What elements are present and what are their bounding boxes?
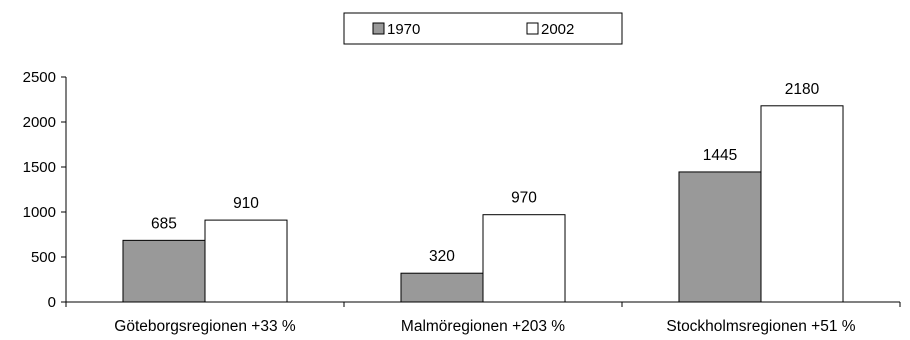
legend-label-1970: 1970 [387, 21, 420, 38]
y-axis: 0 500 1000 1500 2000 2500 [23, 69, 67, 311]
x-category-label: Stockholmsregionen +51 % [666, 318, 855, 335]
bar-2002 [760, 105, 844, 303]
legend-label-2002: 2002 [541, 21, 574, 38]
x-axis: Göteborgsregionen +33 % Malmöregionen +20… [65, 301, 901, 335]
y-tick-label: 2500 [23, 69, 56, 86]
legend-swatch-2002 [526, 22, 539, 35]
data-label-1970: 1445 [703, 147, 737, 164]
bar-2002 [204, 219, 288, 303]
data-label-2002: 2180 [785, 81, 820, 98]
bar-1970 [400, 272, 484, 303]
y-tick-label: 500 [31, 249, 56, 266]
data-label-2002: 970 [511, 190, 537, 207]
bars: 685 910 320 970 1445 2180 [122, 81, 844, 303]
bar-1970 [678, 171, 762, 303]
y-tick-label: 2000 [23, 114, 56, 131]
x-category-label: Malmöregionen +203 % [401, 318, 565, 335]
y-tick-label: 1000 [23, 204, 56, 221]
bar-1970 [122, 239, 206, 303]
x-category-label: Göteborgsregionen +33 % [114, 318, 296, 335]
legend-box [343, 12, 623, 45]
bar-2002 [482, 214, 566, 303]
legend: 1970 2002 [343, 12, 623, 45]
data-label-1970: 685 [151, 215, 177, 232]
y-tick-label: 0 [48, 294, 56, 311]
data-label-2002: 910 [233, 195, 259, 212]
legend-swatch-1970 [372, 22, 385, 35]
y-tick-label: 1500 [23, 159, 56, 176]
data-label-1970: 320 [429, 248, 455, 265]
